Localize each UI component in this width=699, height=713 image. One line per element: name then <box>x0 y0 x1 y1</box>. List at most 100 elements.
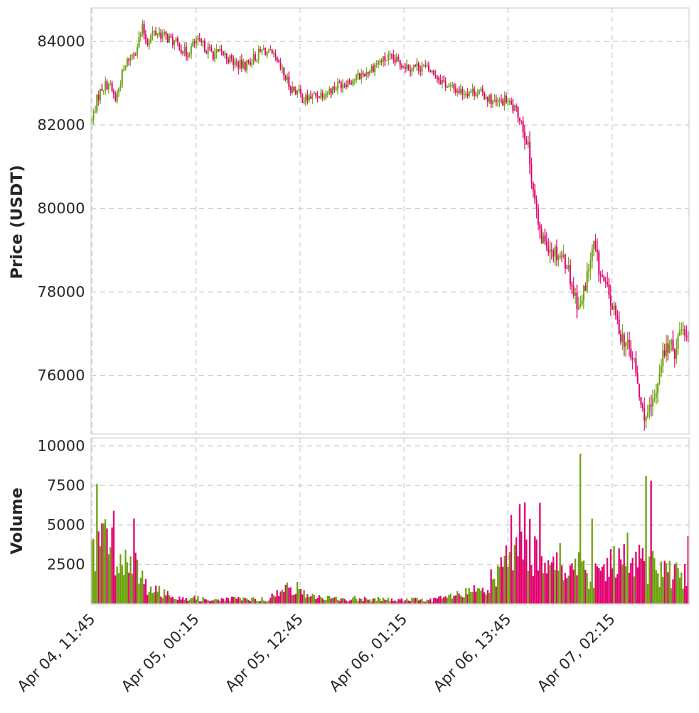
volume-bar <box>655 570 657 604</box>
candle-body <box>446 86 448 88</box>
volume-bar <box>144 578 147 604</box>
candle-body <box>672 339 674 350</box>
candle-body <box>490 94 492 104</box>
candle-body <box>534 190 536 200</box>
volume-bar <box>338 600 341 604</box>
candle-body <box>626 339 629 343</box>
volume-bar <box>330 598 332 604</box>
volume-bar <box>335 596 337 604</box>
candle-body <box>524 132 526 140</box>
candle-body <box>252 54 255 64</box>
volume-bar <box>503 555 506 604</box>
candle-body <box>320 92 322 98</box>
candle-body <box>404 67 406 69</box>
candle-body <box>118 87 120 93</box>
volume-bar <box>111 527 113 604</box>
volume-bar <box>685 585 688 604</box>
candle-body <box>618 319 620 335</box>
candle-body <box>332 86 334 94</box>
volume-bar <box>278 596 280 604</box>
volume-bar <box>215 599 218 604</box>
candle-body <box>256 59 258 61</box>
volume-bar <box>352 597 354 604</box>
candle-body <box>394 59 396 63</box>
candle-body <box>633 358 635 360</box>
volume-bar <box>240 600 243 604</box>
volume-bar <box>301 594 304 604</box>
candle-body <box>635 358 637 374</box>
volume-bar <box>357 600 359 604</box>
volume-bar <box>267 600 270 604</box>
volume-bar <box>284 584 287 604</box>
volume-bar <box>554 569 556 604</box>
volume-bar <box>217 599 219 604</box>
volume-bar <box>91 540 93 604</box>
candle-body <box>121 70 123 86</box>
candle-body <box>670 339 673 345</box>
candle-body <box>613 305 615 310</box>
volume-bar <box>566 578 568 604</box>
volume-bar <box>360 598 363 604</box>
candle-body <box>104 81 107 91</box>
candle-body <box>362 73 364 75</box>
volume-bar <box>431 601 433 604</box>
volume-bar <box>102 523 105 604</box>
volume-bar <box>230 596 233 604</box>
volume-bar <box>92 538 95 604</box>
candle-body <box>458 90 460 93</box>
volume-bar <box>311 593 314 604</box>
candle-body <box>171 36 174 46</box>
volume-bar <box>318 595 321 604</box>
volume-bar <box>112 510 115 604</box>
candle-body <box>561 255 563 257</box>
candle-body <box>571 284 573 287</box>
volume-bar <box>596 566 599 604</box>
candle-body <box>510 100 512 105</box>
x-tick-labels: Apr 04, 11:45 Apr 05, 00:15 Apr 05, 12:45 A… <box>14 610 619 695</box>
volume-bar <box>569 565 572 604</box>
volume-bar <box>262 600 265 604</box>
volume-bar <box>244 598 246 604</box>
volume-bar <box>550 562 553 604</box>
candle-body <box>168 36 171 43</box>
candle-body <box>608 284 610 296</box>
candle-body <box>399 60 401 66</box>
volume-bar <box>416 597 418 604</box>
candle-body <box>269 49 272 51</box>
volume-bar <box>374 598 376 604</box>
candle-body <box>564 254 566 269</box>
volume-bar <box>124 549 127 604</box>
candle-body <box>300 89 302 94</box>
candle-body <box>347 80 349 88</box>
volume-bar <box>227 598 230 604</box>
candle-body <box>426 65 428 67</box>
candle-body <box>431 70 433 73</box>
volume-bar <box>436 598 438 604</box>
volume-bar <box>636 567 639 604</box>
candle-body <box>508 100 511 102</box>
candle-body <box>251 63 253 65</box>
candle-body <box>569 264 571 285</box>
grid-lines <box>91 8 689 604</box>
volume-bar <box>488 592 491 604</box>
volume-bar <box>148 592 150 604</box>
x-tick-label: Apr 06, 13:45 <box>430 610 515 695</box>
candle-body <box>375 64 378 66</box>
volume-tick-label: 5000 <box>47 516 85 534</box>
candle-body <box>242 61 245 69</box>
volume-bar <box>188 599 191 604</box>
candle-body <box>668 344 671 353</box>
volume-bar <box>475 591 477 604</box>
volume-bar <box>561 565 563 604</box>
candle-body <box>227 58 229 63</box>
volume-bar <box>448 594 450 604</box>
x-tick-label: Apr 07, 02:15 <box>534 610 619 695</box>
volume-bar <box>478 588 481 604</box>
candle-body <box>156 34 159 36</box>
volume-bar <box>464 587 467 604</box>
candle-body <box>288 76 290 87</box>
volume-bar <box>289 587 292 604</box>
candle-body <box>220 49 223 52</box>
volume-bar <box>377 597 380 604</box>
candle-body <box>197 37 199 41</box>
